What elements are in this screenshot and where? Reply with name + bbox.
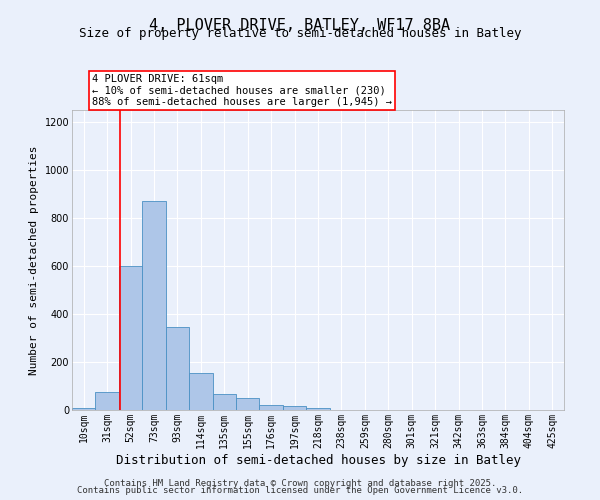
- Text: 4, PLOVER DRIVE, BATLEY, WF17 8BA: 4, PLOVER DRIVE, BATLEY, WF17 8BA: [149, 18, 451, 32]
- Bar: [95, 392, 119, 410]
- Text: Size of property relative to semi-detached houses in Batley: Size of property relative to semi-detach…: [79, 28, 521, 40]
- Bar: [236, 398, 259, 410]
- Y-axis label: Number of semi-detached properties: Number of semi-detached properties: [29, 145, 39, 375]
- Bar: [306, 408, 330, 410]
- Text: 4 PLOVER DRIVE: 61sqm
← 10% of semi-detached houses are smaller (230)
88% of sem: 4 PLOVER DRIVE: 61sqm ← 10% of semi-deta…: [92, 74, 392, 107]
- Bar: [189, 373, 212, 410]
- Bar: [259, 405, 283, 410]
- Bar: [283, 406, 306, 410]
- Text: Contains HM Land Registry data © Crown copyright and database right 2025.: Contains HM Land Registry data © Crown c…: [104, 478, 496, 488]
- X-axis label: Distribution of semi-detached houses by size in Batley: Distribution of semi-detached houses by …: [115, 454, 521, 466]
- Bar: [119, 266, 142, 410]
- Bar: [166, 327, 189, 410]
- Text: Contains public sector information licensed under the Open Government Licence v3: Contains public sector information licen…: [77, 486, 523, 495]
- Bar: [72, 408, 95, 410]
- Bar: [142, 201, 166, 410]
- Bar: [212, 394, 236, 410]
